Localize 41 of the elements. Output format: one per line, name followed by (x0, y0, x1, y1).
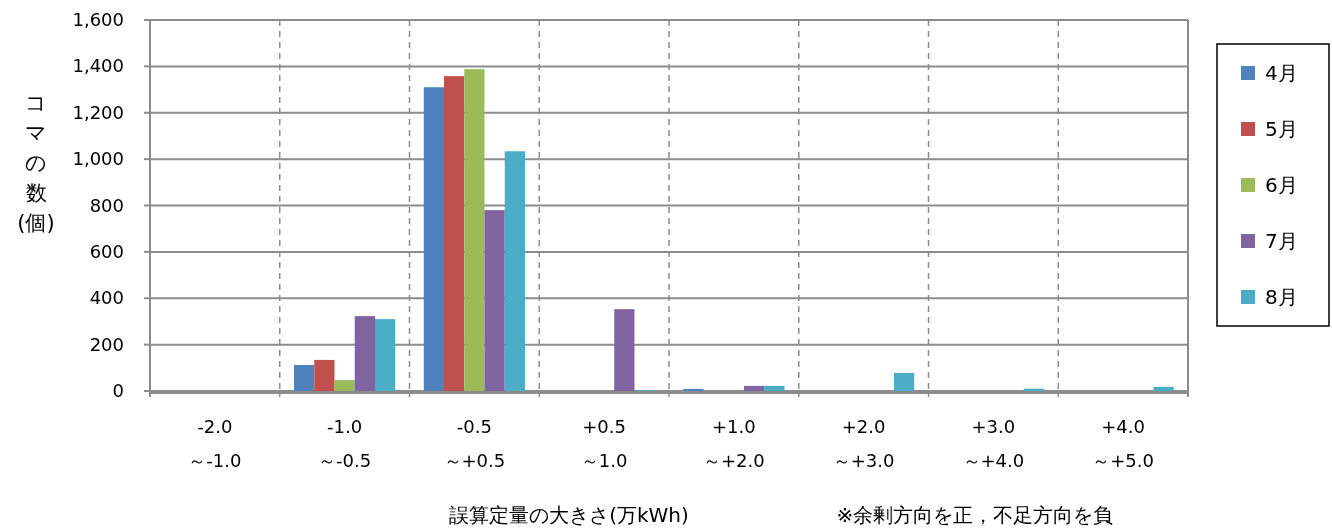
legend-label: 6月 (1265, 173, 1298, 197)
y-tick-label: 200 (89, 333, 124, 355)
text: ※余剰方向を正，不足方向を負 (836, 503, 1114, 527)
y-tick-label: 800 (89, 194, 124, 216)
x-tick-label: +2.0 ～+3.0 (832, 416, 895, 471)
bar (614, 309, 635, 391)
bar (314, 359, 335, 391)
bar (683, 388, 704, 391)
bar (464, 69, 485, 391)
bar (444, 76, 465, 391)
x-tick-label: -2.0 ～-1.0 (188, 416, 242, 471)
legend-label: 7月 (1265, 229, 1298, 253)
bar (893, 372, 915, 391)
legend-label: 8月 (1265, 285, 1298, 309)
bar (504, 151, 525, 391)
bar (484, 210, 505, 391)
ylabel: コマの数(個) (17, 91, 55, 235)
bar (1153, 386, 1174, 391)
y-tick-label: 400 (89, 287, 124, 309)
bar (374, 319, 396, 391)
bar (294, 365, 315, 391)
bar (744, 385, 765, 391)
legend-label: 5月 (1265, 117, 1298, 141)
x-tick-label: +0.5 ～1.0 (580, 416, 628, 471)
y-tick-label: 1,400 (72, 55, 124, 77)
y-tick-label: 0 (112, 380, 124, 401)
y-tick-label: 600 (89, 240, 124, 262)
x-tick-label: +1.0 ～+2.0 (703, 416, 765, 471)
bar (764, 385, 785, 391)
y-tick-label: 1,600 (72, 9, 124, 30)
y-tick-label: 1,200 (72, 101, 124, 123)
x-tick-label: -1.0 ～-0.5 (318, 416, 372, 471)
y-tick-label: 1,000 (72, 148, 124, 170)
legend-label: 4月 (1265, 61, 1298, 85)
x-tick-label: +4.0 ～+5.0 (1092, 416, 1154, 471)
bar (423, 87, 445, 391)
bar (334, 380, 355, 391)
x-tick-label: -0.5 ～+0.5 (443, 416, 506, 471)
bar (354, 316, 375, 391)
x-axis-title: 誤算定量の大きさ(万kWh) (449, 503, 689, 527)
x-tick-label: +3.0 ～+4.0 (962, 416, 1025, 471)
